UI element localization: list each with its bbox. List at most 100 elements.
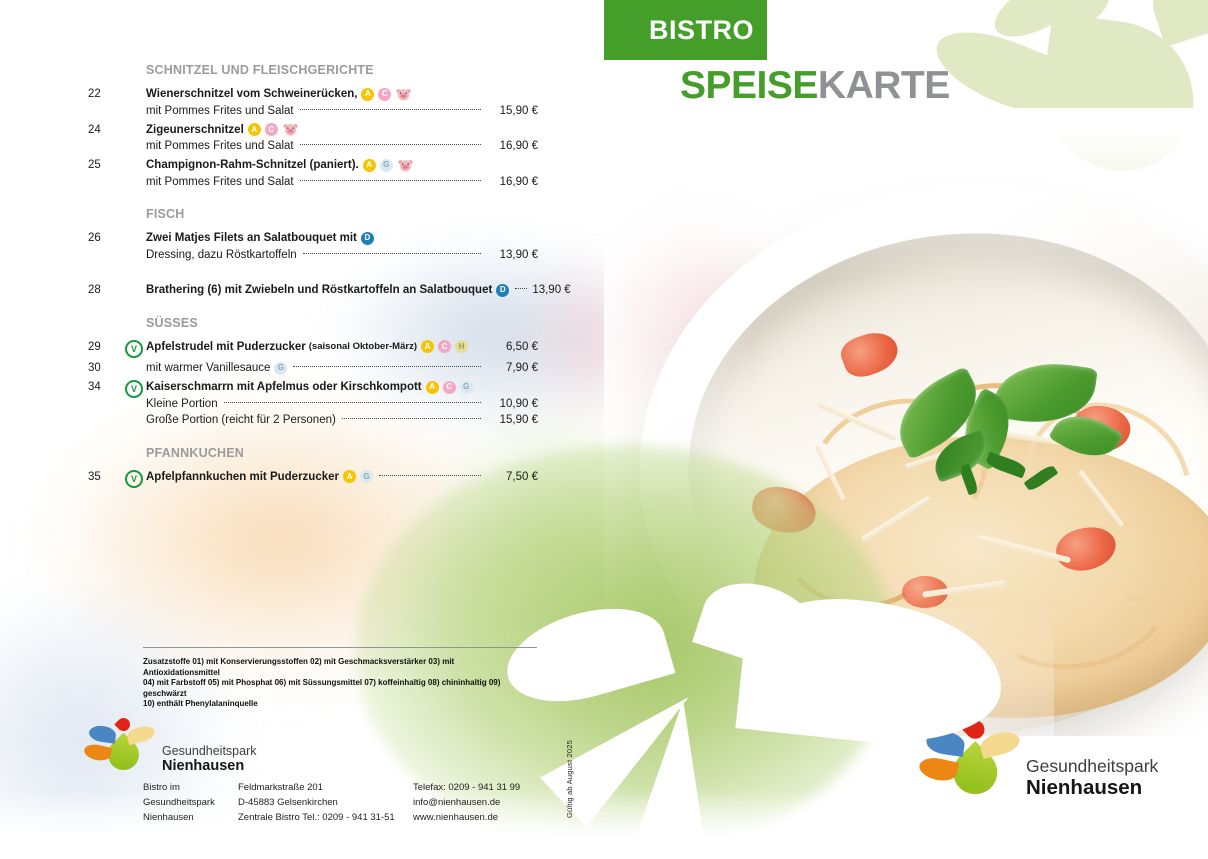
- dots-leader: [299, 179, 481, 181]
- menu-line: mit Pommes Frites und Salat 16,90 €: [146, 174, 538, 191]
- allergen-A-icon: A: [425, 380, 439, 394]
- menu-line: Zwei Matjes Filets an Salatbouquet mit D: [146, 230, 538, 247]
- allergen-D-icon: D: [496, 283, 510, 297]
- logo-line1: Gesundheitspark: [1026, 756, 1159, 776]
- veg-cell: [125, 282, 146, 299]
- veg-cell: V: [125, 469, 146, 488]
- menu-line: mit warmer Vanillesauce G 7,90 €: [146, 360, 538, 377]
- item-note: (saisonal Oktober-März): [308, 340, 417, 352]
- item-name: Zigeunerschnitzel: [146, 123, 244, 136]
- pig-icon: [396, 88, 412, 101]
- menu-line: mit Pommes Frites und Salat 15,90 €: [146, 103, 538, 120]
- menu-line: Kaiserschmarrn mit Apfelmus oder Kirschk…: [146, 379, 538, 396]
- bistro-badge: BISTRO: [604, 0, 767, 60]
- item-price: 6,50 €: [506, 340, 538, 353]
- item-name: Apfelpfannkuchen mit Puderzucker: [146, 470, 339, 483]
- item-price: 7,90 €: [506, 362, 538, 374]
- footer-divider: [143, 647, 537, 648]
- contact-col3: Telefax: 0209 - 941 31 99 info@nienhausen…: [413, 781, 553, 825]
- item-name: Champignon-Rahm-Schnitzel (paniert).: [146, 159, 359, 171]
- contact-col1: Bistro im Gesundheitspark Nienhausen: [143, 781, 238, 825]
- section-header: PFANNKUCHEN: [146, 445, 245, 460]
- item-number: 22: [88, 88, 101, 100]
- menu-section: PFANNKUCHEN 35 V Apfelpfannkuchen mit Puder…: [88, 446, 538, 488]
- vegetarian-icon: V: [125, 469, 143, 488]
- item-description: Dressing, dazu Röstkartoffeln: [146, 248, 297, 261]
- dots-leader: [515, 288, 528, 290]
- footnote-line: 04) mit Farbstoff 05) mit Phosphat 06) m…: [143, 678, 501, 698]
- flower-logo-icon: [82, 715, 157, 780]
- vegetarian-icon: V: [125, 380, 143, 398]
- item-number: 30: [88, 362, 101, 374]
- item-description: Große Portion (reicht für 2 Personen): [146, 414, 336, 426]
- allergen-A-icon: A: [247, 123, 261, 137]
- dots-leader: [378, 474, 481, 476]
- footnote-line: Zusatzstoffe 01) mit Konservierungsstoff…: [143, 657, 455, 677]
- logo-line2: Nienhausen: [162, 758, 245, 774]
- item-price: 16,90 €: [499, 140, 538, 152]
- menu-section: SÜSSES 29 V Apfelstrudel mit Puderzucker (sa…: [88, 316, 538, 429]
- item-number: 26: [88, 232, 101, 244]
- allergen-A-icon: A: [362, 158, 376, 172]
- section-header: FISCH: [146, 207, 185, 221]
- vegetarian-icon: V: [125, 339, 143, 358]
- item-number: 25: [88, 159, 101, 171]
- item-price: 7,50 €: [506, 470, 538, 483]
- menu-line: Zigeunerschnitzel A C: [146, 122, 538, 139]
- item-name: Apfelstrudel mit Puderzucker: [146, 340, 306, 353]
- item-price: 15,90 €: [499, 104, 538, 117]
- bistro-badge-label: BISTRO: [648, 14, 754, 45]
- logo-line2: Nienhausen: [1026, 776, 1143, 799]
- item-price: 16,90 €: [499, 175, 538, 188]
- contact-col2: Feldmarkstraße 201 D-45883 Gelsenkirchen Z…: [238, 781, 413, 825]
- allergen-A-icon: A: [420, 340, 434, 354]
- item-price: 13,90 €: [499, 248, 538, 261]
- allergen-A-icon: A: [342, 470, 356, 484]
- contact-line: www.nienhausen.de: [413, 811, 499, 823]
- contact-line: Feldmarkstraße 201: [238, 782, 324, 793]
- dots-leader: [299, 144, 481, 146]
- menu-item: 30 mit warmer Vanillesauce G 7,90 €: [88, 360, 538, 377]
- gesundheitspark-logo-large: Gesundheitspark Nienhausen: [917, 716, 1159, 804]
- menu-section: FISCH 26 Zwei Matjes Filets an Salatbouque…: [88, 207, 571, 299]
- pig-icon: [283, 123, 298, 136]
- allergen-D-icon: D: [360, 231, 374, 245]
- footnote-line: 10) enthält Phenylalaninquelle: [143, 699, 258, 708]
- menu-line: Apfelpfannkuchen mit Puderzucker A G 7,50 €: [146, 469, 538, 486]
- veg-cell: [125, 86, 146, 119]
- contact-line: Zentrale Bistro Tel.: 0209 - 941 31-51: [238, 811, 395, 823]
- allergen-A-icon: A: [361, 87, 375, 101]
- contact-line: Telefax: 0209 - 941 31 99: [413, 782, 521, 793]
- menu-section: SCHNITZEL UND FLEISCHGERICHTE 22 Wienersch…: [88, 63, 538, 190]
- item-price: 15,90 €: [499, 414, 538, 426]
- menu-item: 28 Brathering (6) mit Zwiebeln und Röstka…: [88, 282, 571, 299]
- allergen-C-icon: C: [442, 380, 456, 394]
- menu-line: Wienerschnitzel vom Schweinerücken, A C: [146, 86, 538, 103]
- menu-list: SCHNITZEL UND FLEISCHGERICHTE 22 Wienersch…: [88, 63, 571, 490]
- item-number: 35: [88, 470, 101, 483]
- menu-line: Brathering (6) mit Zwiebeln und Röstkart…: [146, 282, 571, 299]
- dots-leader: [302, 252, 481, 254]
- item-description: mit Pommes Frites und Salat: [146, 140, 294, 152]
- item-name: Kaiserschmarrn mit Apfelmus oder Kirschk…: [146, 381, 422, 393]
- menu-line: Dressing, dazu Röstkartoffeln 13,90 €: [146, 247, 538, 264]
- section-header: SÜSSES: [146, 315, 198, 330]
- menu-item: 26 Zwei Matjes Filets an Salatbouquet mit…: [88, 230, 538, 263]
- veg-cell: [125, 122, 146, 155]
- item-number: 34: [88, 381, 101, 393]
- item-name: Wienerschnitzel vom Schweinerücken,: [146, 88, 358, 100]
- dots-leader: [341, 418, 481, 420]
- item-name: Zwei Matjes Filets an Salatbouquet mit: [146, 232, 357, 244]
- logo-line1: Gesundheitspark: [162, 744, 257, 758]
- menu-line: Große Portion (reicht für 2 Personen) 15,…: [146, 412, 538, 429]
- allergen-G-icon: G: [379, 158, 393, 172]
- allergen-H-icon: H: [454, 340, 468, 354]
- item-description: mit warmer Vanillesauce: [146, 362, 271, 374]
- menu-item: 29 V Apfelstrudel mit Puderzucker (saisonal…: [88, 339, 538, 358]
- additives-footnote: Zusatzstoffe 01) mit Konservierungsstoff…: [143, 657, 533, 710]
- page-title: SPEISEKARTE: [680, 64, 950, 108]
- menu-item: 35 V Apfelpfannkuchen mit Puderzucker A G 7,5…: [88, 469, 538, 488]
- menu-item: 25 Champignon-Rahm-Schnitzel (paniert). A G…: [88, 157, 538, 190]
